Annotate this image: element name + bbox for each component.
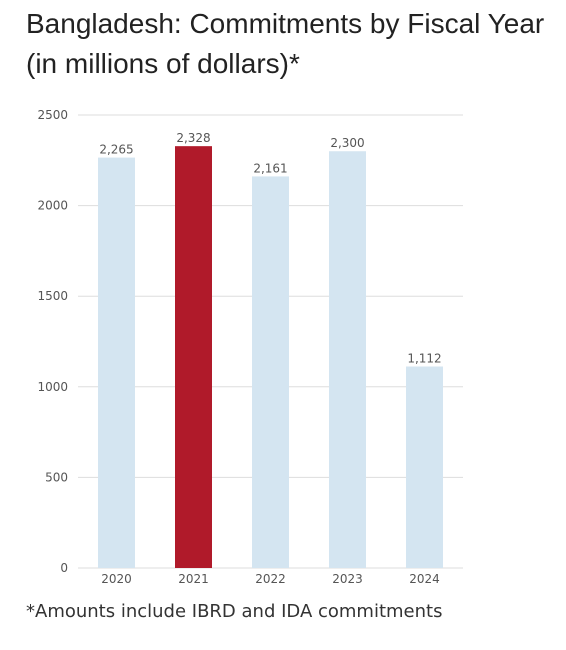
bar — [406, 366, 443, 568]
chart-title: Bangladesh: Commitments by Fiscal Year (… — [26, 8, 545, 79]
data-label: 2,300 — [330, 136, 364, 150]
y-tick-label: 500 — [45, 470, 68, 484]
y-tick-label: 1500 — [37, 289, 68, 303]
data-label: 2,161 — [253, 161, 287, 175]
y-axis-ticks: 0 500 1000 1500 2000 2500 — [37, 108, 68, 575]
x-tick-label: 2022 — [255, 572, 286, 586]
data-label: 2,328 — [176, 131, 210, 145]
x-tick-label: 2024 — [409, 572, 440, 586]
x-tick-label: 2020 — [101, 572, 132, 586]
y-tick-label: 2500 — [37, 108, 68, 122]
bar-chart: 2,265 2,328 2,161 2,300 1,112 0 500 1000 1500 20… — [37, 108, 463, 586]
y-tick-label: 2000 — [37, 199, 68, 213]
bars — [98, 146, 443, 569]
data-label: 2,265 — [99, 143, 133, 157]
x-tick-label: 2023 — [332, 572, 363, 586]
x-axis-ticks: 2020 2021 2022 2023 2024 — [101, 572, 440, 586]
data-label: 1,112 — [407, 352, 441, 366]
bar — [98, 157, 135, 568]
footnote: *Amounts include IBRD and IDA commitment… — [26, 601, 443, 622]
bar — [329, 151, 366, 569]
bar — [175, 146, 212, 569]
y-tick-label: 0 — [60, 561, 68, 575]
data-labels: 2,265 2,328 2,161 2,300 1,112 — [99, 131, 441, 365]
x-tick-label: 2021 — [178, 572, 209, 586]
y-tick-label: 1000 — [37, 380, 68, 394]
bar — [252, 176, 289, 568]
